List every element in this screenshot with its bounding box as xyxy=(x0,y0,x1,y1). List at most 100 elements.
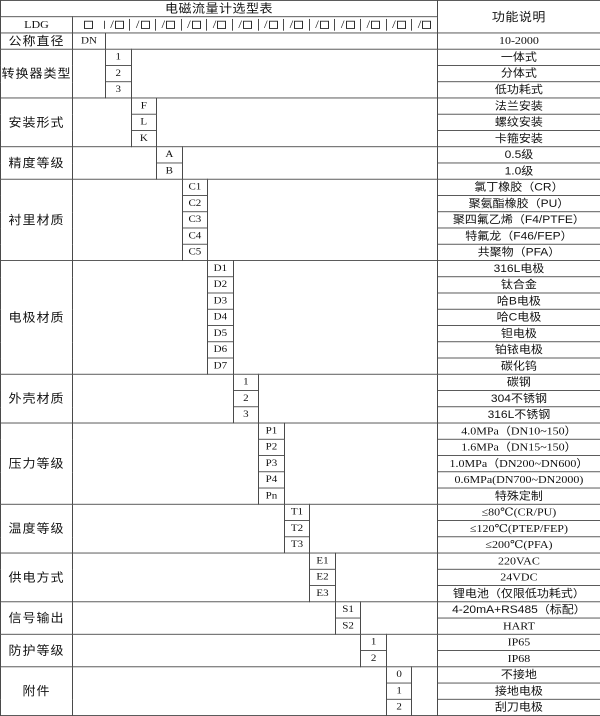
empty-code-box[interactable] xyxy=(243,20,253,29)
slash-separator: / xyxy=(135,17,140,31)
option-code-cell[interactable]: 1 xyxy=(232,373,260,391)
option-description-cell: 316L不锈钢 xyxy=(436,406,600,424)
option-code-cell[interactable]: F xyxy=(130,97,158,115)
option-code-cell[interactable]: D7 xyxy=(207,357,234,375)
option-description-cell: 接地电极 xyxy=(436,682,600,700)
option-description-cell: ≤80℃(CR/PU) xyxy=(436,503,600,521)
code-box-slot-2[interactable]: / xyxy=(105,18,131,31)
option-code-cell[interactable]: 1 xyxy=(360,633,387,651)
code-box-slot-13[interactable]: / xyxy=(387,18,413,31)
option-description-cell: 碳钢 xyxy=(436,373,600,391)
option-code-cell[interactable]: D6 xyxy=(207,341,234,359)
code-box-slot-10[interactable]: / xyxy=(310,18,336,31)
table-row: 衬里材质 C1 氯丁橡胶（CR） xyxy=(0,178,600,261)
option-code-cell[interactable]: 3 xyxy=(232,406,260,424)
spacer-left-2 xyxy=(72,48,106,99)
option-code-cell[interactable]: K xyxy=(130,130,158,148)
option-description-cell: 不接地 xyxy=(436,666,600,684)
option-code-cell[interactable]: D4 xyxy=(207,308,234,326)
option-code-cell[interactable]: P1 xyxy=(258,422,285,440)
option-code-cell[interactable]: D1 xyxy=(207,260,234,278)
empty-code-box[interactable] xyxy=(217,20,227,29)
option-description-cell: 聚四氟乙烯（F4/PTFE） xyxy=(436,211,600,229)
group-label-10: 供电方式 xyxy=(0,552,73,603)
spacer-right-7 xyxy=(258,373,438,424)
code-box-slot-8[interactable]: / xyxy=(259,17,285,31)
option-code-cell[interactable]: C1 xyxy=(181,178,209,196)
option-code-cell[interactable]: P2 xyxy=(258,438,285,456)
option-code-cell[interactable]: C4 xyxy=(181,227,209,245)
option-code-cell[interactable]: A xyxy=(156,146,183,164)
empty-code-box[interactable] xyxy=(422,20,432,29)
empty-code-box[interactable] xyxy=(140,20,150,29)
option-code-cell[interactable]: 0 xyxy=(385,666,413,684)
option-code-cell[interactable]: 1 xyxy=(385,682,413,700)
empty-code-box[interactable] xyxy=(166,20,176,29)
option-code-cell[interactable]: 2 xyxy=(385,698,413,716)
code-box-slot-11[interactable]: / xyxy=(335,18,362,31)
spacer-right-11 xyxy=(360,601,438,635)
option-code-cell[interactable]: E3 xyxy=(309,585,336,603)
option-code-cell[interactable]: 3 xyxy=(105,81,132,99)
option-code-cell[interactable]: E1 xyxy=(309,552,336,570)
option-description-cell: 特氟龙（F46/FEP） xyxy=(436,227,600,245)
empty-code-box[interactable] xyxy=(268,20,278,29)
empty-code-box[interactable] xyxy=(294,20,304,29)
spacer-right-4 xyxy=(181,146,438,180)
option-code-cell[interactable]: D3 xyxy=(207,292,234,310)
empty-code-box[interactable] xyxy=(345,20,355,29)
empty-code-box[interactable] xyxy=(319,20,329,29)
option-code-cell[interactable]: E2 xyxy=(309,568,336,586)
empty-code-box[interactable] xyxy=(371,20,381,29)
code-box-slot-14[interactable]: / xyxy=(412,18,436,31)
option-code-cell[interactable]: DN xyxy=(72,32,106,50)
code-box-slot-9[interactable]: / xyxy=(284,17,310,31)
empty-code-box[interactable] xyxy=(191,20,201,29)
table-row: 压力等级 P1 4.0MPa（DN10~150） xyxy=(0,422,600,505)
slash-separator: / xyxy=(161,17,166,31)
option-code-cell[interactable]: S1 xyxy=(334,601,362,619)
spacer-right-10 xyxy=(334,552,438,603)
empty-code-box[interactable] xyxy=(83,20,93,29)
option-description-cell: 1.0级 xyxy=(436,162,600,180)
option-code-cell[interactable]: L xyxy=(130,113,158,131)
code-box-slot-3[interactable]: / xyxy=(130,17,157,31)
option-code-cell[interactable]: 2 xyxy=(232,390,260,408)
option-code-cell[interactable]: T1 xyxy=(283,503,311,521)
code-box-slot-12[interactable]: / xyxy=(361,18,387,31)
group-label-1: 公称直径 xyxy=(0,32,73,50)
empty-code-box[interactable] xyxy=(114,20,124,29)
option-description-cell: ≤120℃(PTEP/FEP) xyxy=(436,520,600,538)
option-description-cell: 一体式 xyxy=(436,48,600,66)
empty-code-box[interactable] xyxy=(396,20,406,29)
slash-separator: / xyxy=(264,17,268,31)
option-code-cell[interactable]: P3 xyxy=(258,455,285,473)
option-code-cell[interactable]: Pn xyxy=(258,487,285,505)
option-description-cell: 刮刀电极 xyxy=(436,698,600,716)
option-code-cell[interactable]: B xyxy=(156,162,183,180)
option-code-cell[interactable]: 1 xyxy=(105,48,132,66)
option-description-cell: 锂电池（仅限低功耗式） xyxy=(436,585,600,603)
option-code-cell[interactable]: D2 xyxy=(207,276,234,294)
option-code-cell[interactable]: T3 xyxy=(283,536,311,554)
option-code-cell[interactable]: 2 xyxy=(105,65,132,83)
code-box-slot-4[interactable]: / xyxy=(156,17,182,31)
option-description-cell: 法兰安装 xyxy=(436,97,600,115)
model-prefix-cell: LDG xyxy=(0,16,73,34)
option-code-cell[interactable]: C5 xyxy=(181,243,209,261)
option-code-cell[interactable]: C3 xyxy=(181,211,209,229)
code-box-slot-5[interactable]: / xyxy=(182,18,208,31)
code-box-slot-7[interactable]: / xyxy=(233,18,259,31)
option-code-cell[interactable]: D5 xyxy=(207,325,234,343)
code-box-slot-1[interactable] xyxy=(73,20,105,29)
code-box-slot-6[interactable]: / xyxy=(207,18,233,31)
option-code-cell[interactable]: P4 xyxy=(258,471,285,489)
option-code-cell[interactable]: T2 xyxy=(283,520,311,538)
option-code-cell[interactable]: S2 xyxy=(334,617,362,635)
option-code-cell[interactable]: C2 xyxy=(181,195,209,213)
spacer-left-7 xyxy=(72,373,234,424)
option-description-cell: 4.0MPa（DN10~150） xyxy=(436,422,600,440)
option-code-cell[interactable]: 2 xyxy=(360,650,387,668)
slash-separator: / xyxy=(289,17,294,31)
